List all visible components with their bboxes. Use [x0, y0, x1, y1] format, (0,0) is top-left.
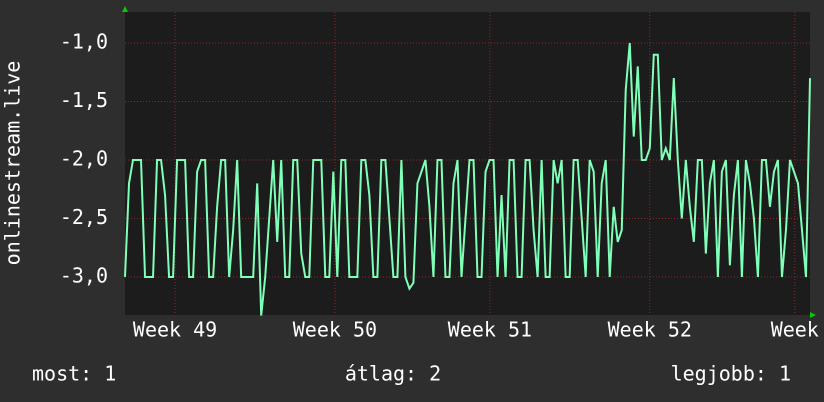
x-tick-label: Week 51 — [448, 318, 532, 342]
y-axis-label: onlinestream.live — [1, 61, 25, 266]
x-tick-label: Week 50 — [293, 318, 377, 342]
y-tick-label: -2,5 — [60, 205, 108, 229]
x-axis-arrow — [810, 312, 816, 318]
stat-best: legjobb: 1 — [671, 362, 791, 386]
x-tick-label: Week 49 — [133, 318, 217, 342]
plot-area — [125, 12, 810, 315]
y-tick-label: -1,5 — [60, 88, 108, 112]
y-tick-label: -3,0 — [60, 263, 108, 287]
data-line — [124, 42, 811, 316]
y-tick-label: -1,0 — [60, 30, 108, 54]
y-axis-arrow — [122, 6, 128, 12]
stat-now: most: 1 — [32, 362, 116, 386]
x-tick-label: Week 52 — [608, 318, 692, 342]
x-tick-label: Week — [771, 318, 819, 342]
stat-average: átlag: 2 — [345, 362, 441, 386]
y-tick-label: -2,0 — [60, 146, 108, 170]
